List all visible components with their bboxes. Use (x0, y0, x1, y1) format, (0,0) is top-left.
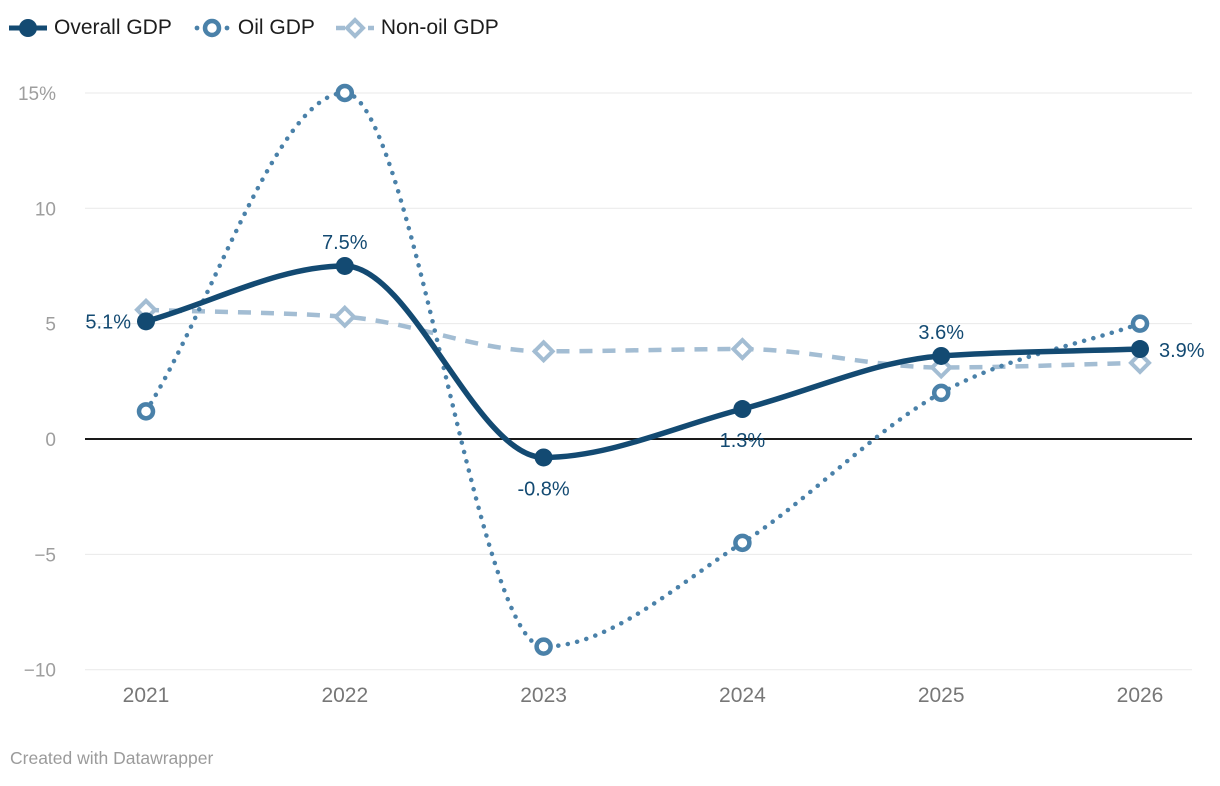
x-axis-label: 2023 (520, 684, 567, 707)
data-point-overall-2021[interactable] (137, 312, 155, 331)
line-oil-gdp (143, 90, 1143, 649)
chart-legend: Overall GDP Oil GDP Non-oil GDP (9, 15, 520, 41)
data-point-nonoil-2026[interactable] (1128, 351, 1152, 375)
line-overall-gdp (145, 263, 1141, 461)
data-point-nonoil-2023[interactable] (531, 339, 556, 364)
data-point-overall-2022[interactable] (335, 256, 354, 275)
legend-label-nonoil: Non-oil GDP (380, 16, 499, 39)
legend-item-oil-gdp: Oil GDP (193, 15, 315, 41)
value-label: 1.3% (720, 430, 766, 452)
data-point-oil-2023[interactable] (534, 637, 553, 656)
x-axis-label: 2026 (1117, 684, 1164, 707)
x-axis-label: 2022 (321, 684, 368, 707)
x-axis-label: 2024 (719, 684, 766, 707)
y-tick-label: −5 (34, 545, 56, 566)
y-tick-label: 5 (45, 315, 56, 336)
value-label: 5.1% (85, 311, 131, 333)
y-tick-label: −10 (24, 661, 56, 682)
data-point-nonoil-2024[interactable] (730, 337, 755, 361)
data-point-oil-2026[interactable] (1130, 314, 1150, 333)
y-tick-label: 15% (18, 84, 56, 105)
data-point-nonoil-2022[interactable] (332, 304, 357, 329)
data-point-overall-2026[interactable] (1131, 340, 1149, 359)
legend-label-oil: Oil GDP (237, 16, 315, 39)
legend-marker-oil-icon (194, 18, 230, 38)
value-label: 3.9% (1159, 340, 1205, 362)
y-tick-label: 0 (45, 430, 56, 451)
data-point-oil-2021[interactable] (136, 402, 156, 421)
x-axis-label: 2025 (918, 684, 965, 707)
x-axis-label: 2021 (123, 684, 170, 707)
value-label: -0.8% (517, 478, 569, 500)
line-nonoil-gdp (145, 307, 1141, 370)
value-label: 3.6% (918, 322, 964, 344)
data-point-oil-2024[interactable] (733, 533, 752, 553)
line-chart: 15% 10 5 0 −5 −10 2021 2022 2023 2024 2025 2026 5.1%… (18, 83, 1205, 707)
data-point-overall-2024[interactable] (733, 400, 752, 419)
y-tick-label: 10 (35, 199, 56, 220)
data-point-overall-2023[interactable] (534, 448, 553, 467)
data-point-overall-2025[interactable] (932, 346, 951, 365)
legend-item-overall-gdp: Overall GDP (9, 15, 172, 41)
legend-marker-nonoil-icon (335, 17, 374, 39)
legend-marker-overall-icon (9, 19, 47, 37)
data-point-oil-2022[interactable] (335, 83, 355, 103)
data-point-oil-2025[interactable] (931, 383, 951, 403)
legend-item-nonoil-gdp: Non-oil GDP (335, 15, 499, 41)
datawrapper-credit-link[interactable]: Created with Datawrapper (10, 748, 214, 768)
legend-label-overall: Overall GDP (54, 16, 172, 39)
value-label: 7.5% (322, 232, 368, 254)
